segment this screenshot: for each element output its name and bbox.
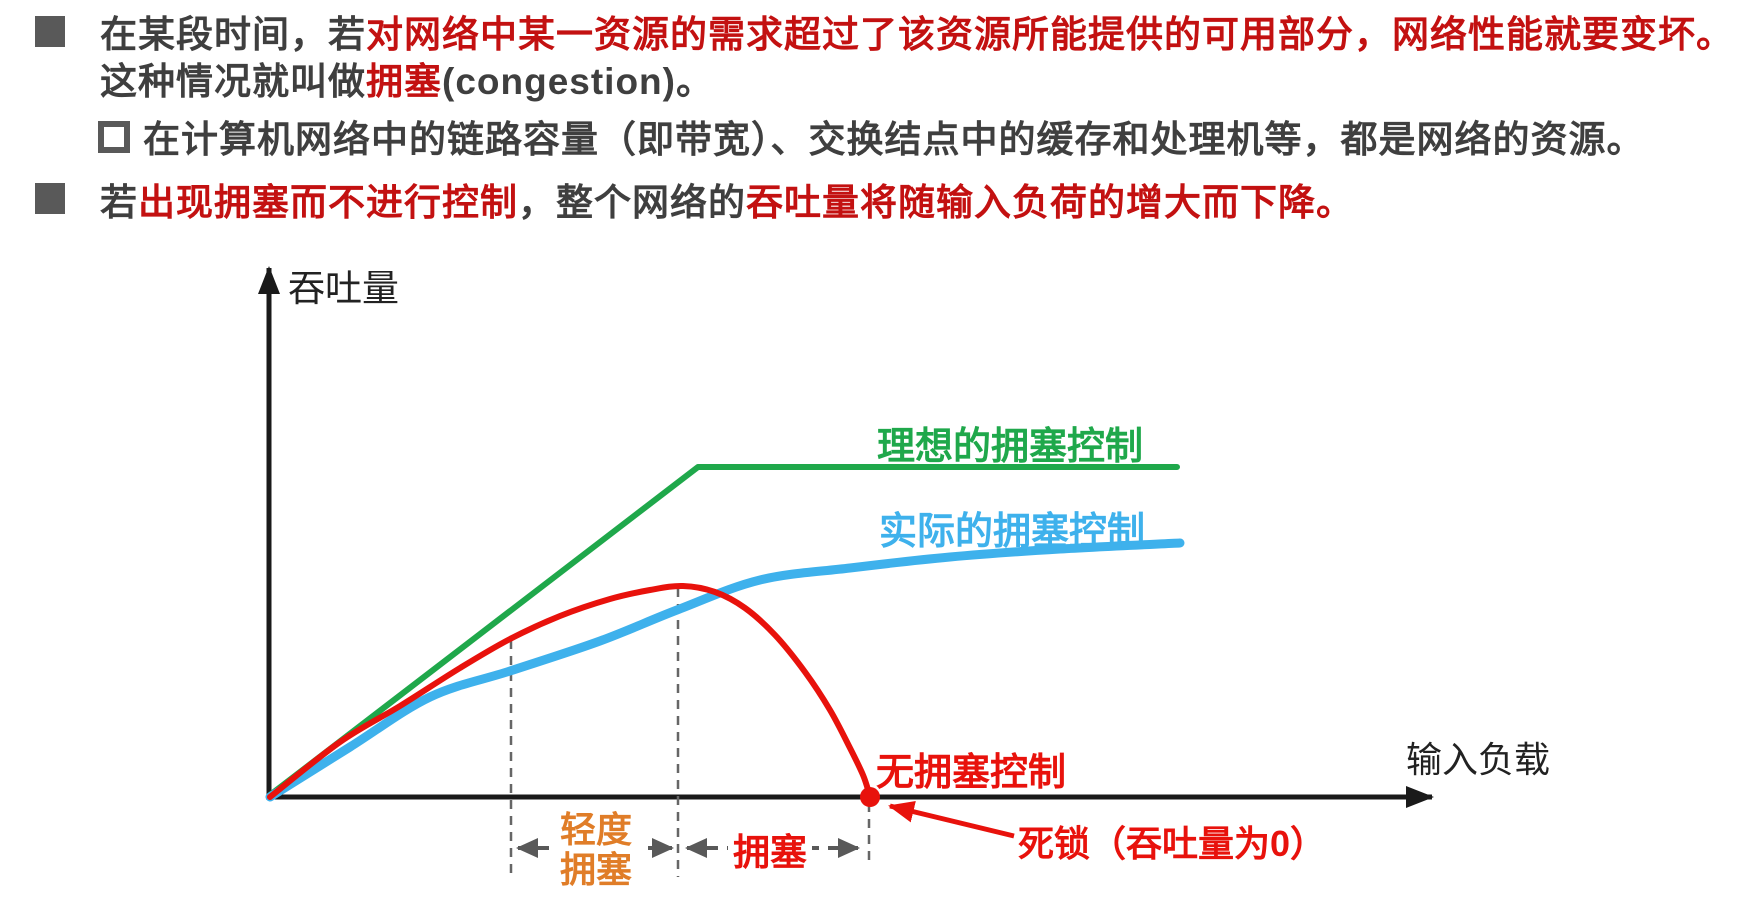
deadlock-point <box>860 787 880 807</box>
text-segment: 若 <box>100 182 138 223</box>
light-congestion-range-label: 轻度 拥塞 <box>544 810 648 890</box>
deadlock-pointer-arrow <box>888 800 1015 839</box>
text-segment: (congestion)。 <box>442 61 714 102</box>
light-congestion-range-label-line1: 轻度 <box>559 809 632 850</box>
practical-congestion-control-label: 实际的拥塞控制 <box>879 511 1146 553</box>
x-axis-label: 输入负载 <box>1406 739 1551 780</box>
sub-bullet-square-icon <box>98 121 130 153</box>
text-segment: 在计算机网络中的链路容量（即带宽）、交换结点中的缓存和处理机等，都是网络的资源。 <box>143 119 1645 160</box>
bullet-text-line-4: 若出现拥塞而不进行控制，整个网络的吞吐量将随输入负荷的增大而下降。 <box>100 180 1354 226</box>
no-congestion-control-label: 无拥塞控制 <box>876 752 1067 794</box>
text-segment: ，整个网络的 <box>518 182 746 223</box>
text-segment: 这种情况就叫做 <box>100 61 366 102</box>
text-segment: 在某段时间，若 <box>100 14 366 55</box>
bullet-text-line-2: 这种情况就叫做拥塞(congestion)。 <box>100 59 714 105</box>
y-axis-label: 吞吐量 <box>288 268 399 309</box>
ideal-congestion-control-label: 理想的拥塞控制 <box>877 426 1144 468</box>
sub-bullet-text-line: 在计算机网络中的链路容量（即带宽）、交换结点中的缓存和处理机等，都是网络的资源。 <box>143 117 1645 163</box>
text-segment: 吞吐量将随输入负荷的增大而下降。 <box>746 182 1354 223</box>
bullet-square-icon-2 <box>35 183 65 214</box>
bullet-square-icon <box>35 16 65 47</box>
congestion-range-label: 拥塞 <box>728 822 812 876</box>
ideal-congestion-curve <box>267 464 1180 798</box>
text-segment: 出现拥塞而不进行控制 <box>138 182 518 223</box>
no-congestion-control-curve <box>267 582 872 800</box>
light-congestion-range-label-line2: 拥塞 <box>559 849 632 890</box>
text-segment: 拥塞 <box>366 61 442 102</box>
text-segment: 对网络中某一资源的需求超过了该资源所能提供的可用部分，网络性能就要变坏。 <box>366 14 1734 55</box>
bullet-text-line-1: 在某段时间，若对网络中某一资源的需求超过了该资源所能提供的可用部分，网络性能就要… <box>100 12 1734 58</box>
practical-congestion-curve <box>265 538 1185 802</box>
deadlock-label: 死锁（吞吐量为0） <box>1018 823 1327 864</box>
